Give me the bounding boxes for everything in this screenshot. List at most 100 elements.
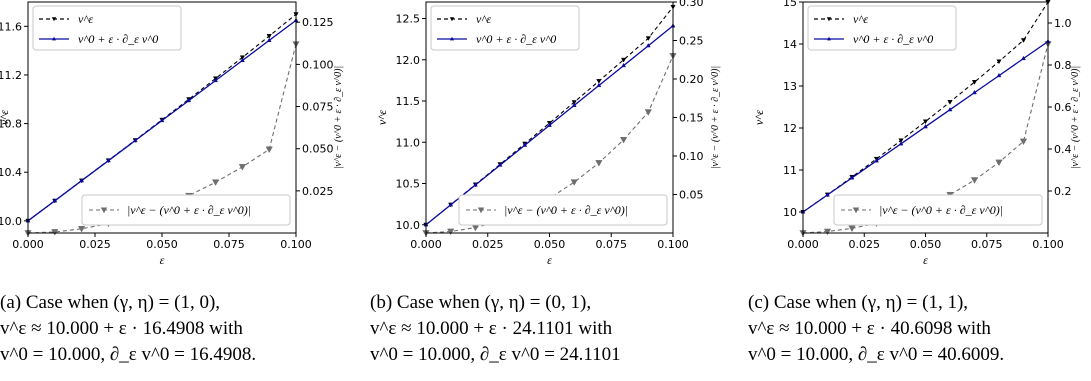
legend-marker <box>826 17 832 22</box>
data-point <box>159 117 165 123</box>
data-point <box>823 228 832 236</box>
y-tick-label: 10.8 <box>0 118 22 131</box>
y2-tick-label: 0.20 <box>679 73 704 86</box>
data-point <box>923 124 928 129</box>
data-point <box>105 157 111 163</box>
y2-tick-label: 0.30 <box>679 0 704 9</box>
data-point <box>471 224 480 232</box>
data-point <box>947 100 953 105</box>
legend-error: |v^ε − (v^0 + ε · ∂_ε v^0)| <box>458 194 668 226</box>
y2-tick-label: 0.075 <box>302 101 334 114</box>
data-point <box>849 175 855 180</box>
data-point <box>448 202 454 207</box>
y2-axis-label: |v^ε − (v^0 + ε · ∂_ε v^0)| <box>333 66 344 169</box>
legend-label: v^0 + ε · ∂_ε v^0 <box>476 32 556 46</box>
legend-label: v^ε <box>853 12 868 26</box>
data-point <box>995 159 1003 167</box>
data-point <box>211 179 220 186</box>
data-point <box>825 192 830 197</box>
y2-tick-label: 1.0 <box>1054 17 1072 30</box>
y2-tick-label: 0.15 <box>679 112 704 125</box>
legend-label: |v^ε − (v^0 + ε · ∂_ε v^0)| <box>879 203 1003 217</box>
x-axis-label: ε <box>160 253 165 267</box>
x-tick-label: 0.000 <box>787 238 819 251</box>
y2-axis-label: |v^ε − (v^0 + ε · ∂_ε v^0)| <box>1070 66 1081 169</box>
legend-marker <box>450 36 454 41</box>
data-point <box>848 225 856 233</box>
y-tick-label: 12.0 <box>396 54 421 67</box>
data-point <box>51 229 59 236</box>
x-tick-label: 0.050 <box>910 238 942 251</box>
y2-tick-label: 0.125 <box>302 16 334 29</box>
legend-label: v^ε <box>476 12 491 26</box>
y-tick-label: 11.6 <box>0 20 22 33</box>
figure-panel-b: 0.000 0.025 0.050 0.075 0.100 10.0 10.5 11.0 11.… <box>370 0 733 381</box>
y2-tick-label: 0.05 <box>679 189 704 202</box>
caption-b-line2: v^ε ≈ 10.000 + ε · 24.1101 with <box>370 318 613 339</box>
data-point <box>874 158 879 163</box>
data-point <box>619 137 628 144</box>
data-point <box>52 198 58 203</box>
legend-box <box>81 194 291 226</box>
x-axis-label: ε <box>923 253 928 267</box>
caption-a-line2: v^ε ≈ 10.000 + ε · 16.4908 with <box>0 318 243 339</box>
legend-box <box>32 5 182 51</box>
series-line <box>27 44 297 234</box>
y-tick-label: 14 <box>783 38 797 51</box>
y2-tick-label: 0.025 <box>302 185 334 198</box>
data-point <box>213 77 219 83</box>
caption-a-line3: v^0 = 10.000, ∂_ε v^0 = 16.4908. <box>0 344 257 365</box>
legend-error: |v^ε − (v^0 + ε · ∂_ε v^0)| <box>81 194 291 226</box>
data-point <box>265 146 273 154</box>
caption-b-line3: v^0 = 10.000, ∂_ε v^0 = 24.1101 <box>370 344 621 365</box>
data-point <box>1021 55 1026 61</box>
data-point <box>970 177 979 184</box>
data-point <box>898 138 904 144</box>
data-point <box>238 164 247 171</box>
x-tick-label: 0.000 <box>12 238 44 251</box>
legend-label: |v^ε − (v^0 + ε · ∂_ε v^0)| <box>504 203 628 217</box>
legend-marker <box>449 17 455 22</box>
legend-error: |v^ε − (v^0 + ε · ∂_ε v^0)| <box>833 194 1043 226</box>
x-tick-label: 0.050 <box>534 238 566 251</box>
y2-tick-label: 0.2 <box>1054 185 1072 198</box>
data-point <box>239 57 245 63</box>
legend-main: v^ε v^0 + ε · ∂_ε v^0 <box>807 5 957 51</box>
y-tick-label: 10.4 <box>0 166 22 179</box>
legend-main: v^ε v^0 + ε · ∂_ε v^0 <box>32 5 182 51</box>
legend-box <box>833 194 1043 226</box>
data-point <box>266 34 272 39</box>
legend-marker <box>52 36 56 41</box>
chart-a: 0.000 0.025 0.050 0.075 0.100 10.0 10.4 10.8 11.… <box>0 1 344 267</box>
data-point <box>996 59 1002 65</box>
chart-b: 0.000 0.025 0.050 0.075 0.100 10.0 10.5 11.0 11.… <box>375 0 721 267</box>
figure-panel-a: 0.000 0.025 0.050 0.075 0.100 10.0 10.4 10.8 11.… <box>0 0 363 381</box>
legend-label: |v^ε − (v^0 + ε · ∂_ε v^0)| <box>127 203 251 217</box>
data-point <box>239 55 246 61</box>
data-point <box>570 179 578 186</box>
y-tick-label: 11 <box>783 164 797 177</box>
y-tick-label: 12 <box>783 122 797 135</box>
caption-b: (b) Case when (γ, η) = (0, 1), v^ε ≈ 10.… <box>370 290 670 368</box>
caption-c-line2: v^ε ≈ 10.000 + ε · 40.6098 with <box>748 318 991 339</box>
data-point <box>620 57 627 63</box>
legend-marker <box>827 36 831 41</box>
data-point <box>571 100 577 105</box>
legend-box <box>807 5 957 51</box>
y-tick-label: 12.5 <box>396 13 421 26</box>
data-point <box>996 72 1002 78</box>
series-line <box>27 13 297 222</box>
series-2 <box>423 23 676 227</box>
data-point <box>266 37 272 42</box>
data-point <box>77 225 86 233</box>
data-point <box>1020 38 1027 43</box>
y2-tick-label: 0.6 <box>1054 101 1072 114</box>
legend-marker <box>51 17 57 22</box>
data-point <box>447 228 455 236</box>
caption-c-line1: (c) Case when (γ, η) = (1, 1), <box>748 292 969 313</box>
x-tick-label: 0.050 <box>146 238 178 251</box>
x-tick-label: 0.025 <box>79 238 111 251</box>
data-point <box>132 137 138 143</box>
data-point <box>645 36 651 42</box>
data-point <box>522 142 528 147</box>
